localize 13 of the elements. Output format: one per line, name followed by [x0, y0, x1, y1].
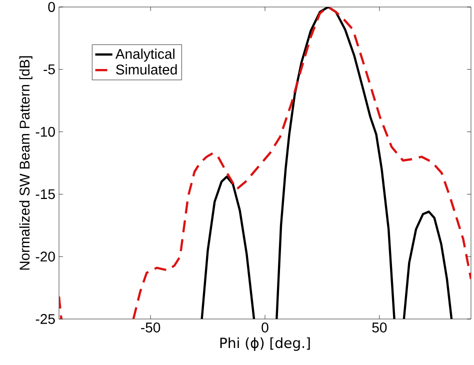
- y-tick-label: -10: [36, 126, 55, 137]
- x-tick-label: 0: [262, 322, 268, 332]
- x-tick-label: 50: [372, 322, 387, 332]
- y-tick-label: -20: [36, 252, 55, 262]
- y-tick-label: 0: [48, 2, 55, 12]
- x-tick-label: -50: [141, 322, 160, 332]
- legend-label: Analytical: [115, 48, 174, 62]
- y-tick-label: -5: [44, 64, 55, 74]
- y-axis-title: Normalized SW Beam Pattern [dB]: [19, 56, 32, 270]
- x-axis-title: Phi (ϕ) [deg.]: [220, 337, 310, 351]
- y-tick-label: -25: [36, 314, 55, 324]
- y-tick-label: -15: [36, 189, 55, 200]
- legend-label: Simulated: [116, 64, 177, 75]
